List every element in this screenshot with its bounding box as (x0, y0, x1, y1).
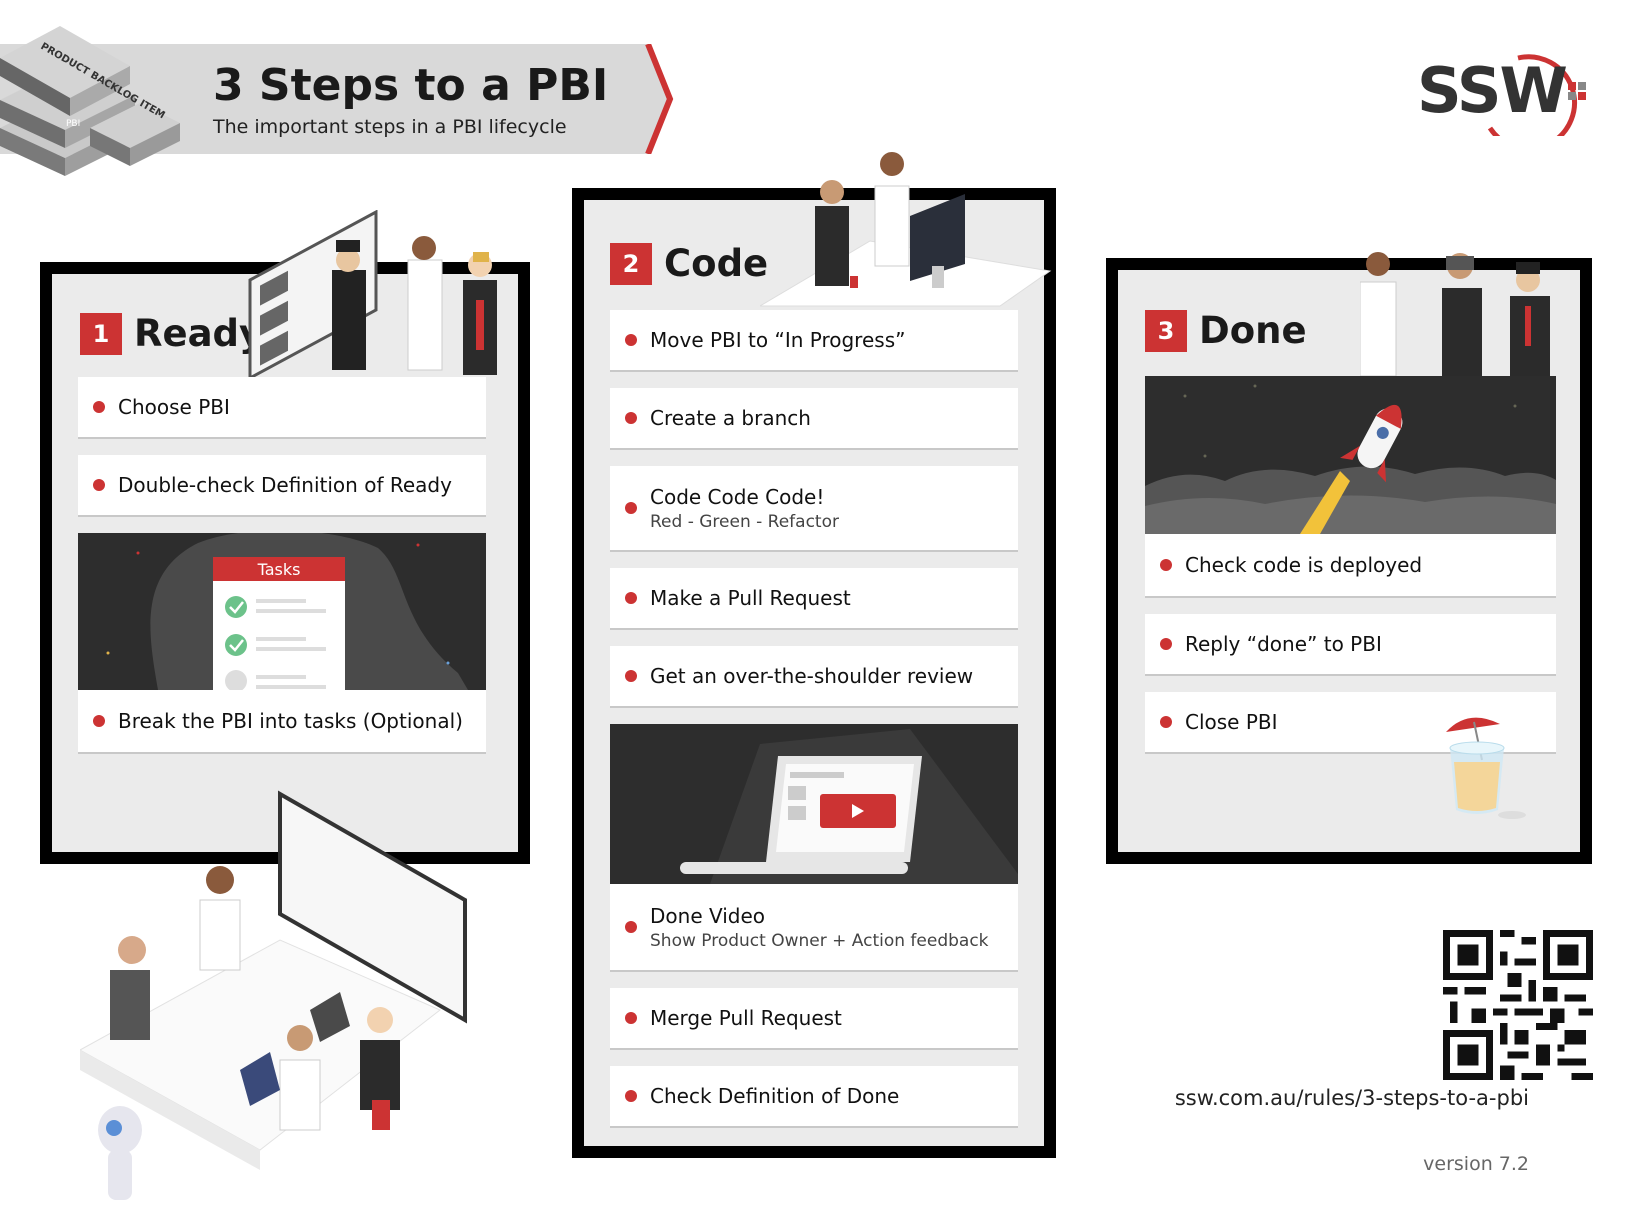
list-item: Check Definition of Done (610, 1066, 1018, 1126)
list-item: Code Code Code! Red - Green - Refactor (610, 466, 1018, 550)
item-label: Code Code Code! (650, 484, 825, 509)
bullet-dot (1160, 716, 1172, 728)
version-label: version 7.2 (1423, 1153, 1529, 1175)
item-label: Choose PBI (118, 395, 230, 419)
item-label: Move PBI to “In Progress” (650, 328, 906, 352)
page-subtitle: The important steps in a PBI lifecycle (213, 116, 567, 138)
bullet-dot (625, 502, 637, 514)
bullet-dot (625, 592, 637, 604)
ssw-logo: SSW (1417, 46, 1590, 152)
item-label: Done Video (650, 903, 766, 928)
bullet-dot (625, 670, 637, 682)
item-sublabel: Show Product Owner + Action feedback (650, 930, 989, 951)
step-done-header: 3 Done (1145, 309, 1307, 352)
list-item: Break the PBI into tasks (Optional) (78, 690, 486, 752)
bullet-dot (625, 334, 637, 346)
qr-code[interactable] (1443, 930, 1593, 1080)
item-label: Merge Pull Request (650, 1006, 842, 1030)
item-label: Check Definition of Done (650, 1084, 900, 1108)
list-item: Reply “done” to PBI (1145, 614, 1556, 674)
step-title: Code (664, 242, 769, 285)
code-desk-illustration (760, 152, 1052, 307)
ready-team-illustration (248, 210, 497, 378)
bullet-dot (93, 401, 105, 413)
list-item: Make a Pull Request (610, 568, 1018, 628)
list-item: Merge Pull Request (610, 988, 1018, 1048)
item-label: Make a Pull Request (650, 586, 851, 610)
cocktail-icon (1446, 717, 1526, 819)
bullet-dot (625, 1012, 637, 1024)
bullet-dot (93, 715, 105, 727)
item-label: Close PBI (1185, 710, 1278, 734)
done-team-illustration (1360, 252, 1550, 376)
item-label: Get an over-the-shoulder review (650, 664, 974, 688)
tasks-card-title: Tasks (257, 560, 301, 579)
bullet-dot (1160, 638, 1172, 650)
bullet-dot (625, 412, 637, 424)
tasks-illustration: Tasks (78, 533, 486, 690)
list-item: Done Video Show Product Owner + Action f… (610, 884, 1018, 970)
item-label: Check code is deployed (1185, 553, 1423, 577)
list-item: Create a branch (610, 388, 1018, 448)
bullet-dot (625, 921, 637, 933)
list-item: Check code is deployed (1145, 534, 1556, 596)
ssw-logo-text: SSW (1417, 54, 1568, 127)
step-ready-header: 1 Ready (80, 312, 263, 355)
step-number-badge: 3 (1145, 309, 1187, 352)
item-sublabel: Red - Green - Refactor (650, 511, 839, 532)
pbi-boxes-illustration: PRODUCT BACKLOG ITEM PBI (0, 26, 180, 176)
list-item: Move PBI to “In Progress” (610, 310, 1018, 370)
step-title: Ready (134, 312, 264, 355)
rocket-launch-illustration (1145, 376, 1556, 534)
step-number-badge: 1 (80, 312, 122, 355)
box-tag: PBI (66, 119, 80, 129)
page-title: 3 Steps to a PBI (213, 60, 609, 111)
footer-url-link[interactable]: ssw.com.au/rules/3-steps-to-a-pbi (1174, 1086, 1529, 1110)
team-meeting-illustration (80, 790, 467, 1200)
banner-arrow-edge (645, 44, 674, 154)
item-label: Reply “done” to PBI (1185, 632, 1382, 656)
item-label: Create a branch (650, 406, 811, 430)
step-title: Done (1199, 309, 1307, 352)
step-number-badge: 2 (610, 242, 652, 285)
item-label: Double-check Definition of Ready (118, 473, 452, 497)
bullet-dot (93, 479, 105, 491)
bullet-dot (625, 1090, 637, 1102)
list-item: Choose PBI (78, 377, 486, 437)
done-video-illustration (610, 724, 1018, 884)
item-label: Break the PBI into tasks (Optional) (118, 709, 463, 733)
list-item: Get an over-the-shoulder review (610, 646, 1018, 706)
bullet-dot (1160, 559, 1172, 571)
step-code-header: 2 Code (610, 242, 768, 285)
list-item: Double-check Definition of Ready (78, 455, 486, 515)
